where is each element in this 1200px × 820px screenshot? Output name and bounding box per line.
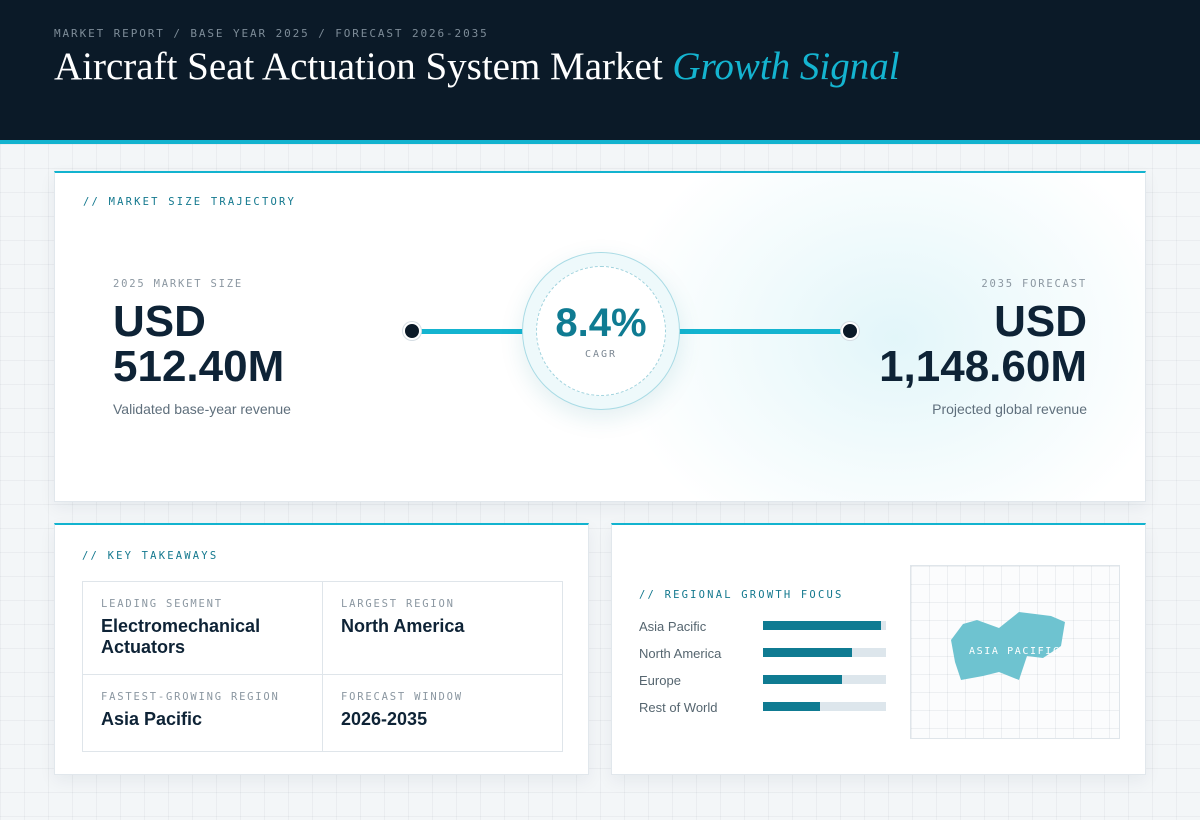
end-dot — [841, 322, 859, 340]
takeaway-value: North America — [341, 616, 465, 636]
key-takeaways-card: // KEY TAKEAWAYS LEADING SEGMENT Electro… — [54, 523, 589, 775]
cagr-value: 8.4% — [555, 301, 647, 345]
start-amount: 512.40M — [113, 342, 285, 391]
takeaway-largest-region: LARGEST REGION North America — [323, 582, 562, 675]
region-bar-fill — [763, 621, 882, 630]
end-value: USD 1,148.60M — [879, 299, 1087, 389]
region-bar-fill — [763, 675, 842, 684]
region-row: Europe — [639, 672, 889, 699]
trajectory-kicker: // MARKET SIZE TRAJECTORY — [83, 196, 297, 208]
takeaways-grid: LEADING SEGMENT Electromechanical Actuat… — [82, 581, 563, 752]
start-dot — [403, 322, 421, 340]
end-desc: Projected global revenue — [932, 401, 1087, 417]
background-glow — [615, 173, 1145, 501]
trajectory-line-left — [412, 329, 525, 334]
region-row: North America — [639, 645, 889, 672]
takeaways-kicker: // KEY TAKEAWAYS — [82, 550, 219, 562]
takeaway-label: LEADING SEGMENT — [101, 598, 223, 610]
takeaway-leading-segment: LEADING SEGMENT Electromechanical Actuat… — [83, 582, 323, 675]
end-amount: 1,148.60M — [879, 342, 1087, 391]
breadcrumb: MARKET REPORT / BASE YEAR 2025 / FORECAS… — [54, 27, 489, 40]
takeaway-value: 2026-2035 — [341, 709, 428, 729]
map-label: ASIA PACIFIC — [969, 646, 1061, 657]
title-highlight: Growth Signal — [672, 45, 900, 88]
region-bar-fill — [763, 648, 852, 657]
start-currency: USD — [113, 297, 206, 346]
start-value: USD 512.40M — [113, 299, 291, 389]
takeaway-label: FASTEST-GROWING REGION — [101, 691, 280, 703]
title-main: Aircraft Seat Actuation System Market — [54, 45, 663, 88]
takeaway-fastest-region: FASTEST-GROWING REGION Asia Pacific — [83, 675, 323, 751]
trajectory-line-right — [660, 329, 850, 334]
region-name: Europe — [639, 673, 681, 688]
end-value-block: 2035 FORECAST USD 1,148.60M Projected gl… — [879, 278, 1087, 417]
region-name: Asia Pacific — [639, 619, 707, 634]
start-value-block: 2025 MARKET SIZE USD 512.40M Validated b… — [113, 278, 291, 417]
region-bar-fill — [763, 702, 820, 711]
cagr-inner-ring: 8.4% CAGR — [536, 266, 666, 396]
regional-growth-card: // REGIONAL GROWTH FOCUS Asia Pacific No… — [611, 523, 1146, 775]
takeaway-value: Electromechanical Actuators — [101, 616, 261, 657]
region-bar-track — [763, 621, 886, 630]
region-bar-track — [763, 702, 886, 711]
region-name: Rest of World — [639, 700, 718, 715]
end-currency: USD — [994, 297, 1087, 346]
market-size-trajectory-card: // MARKET SIZE TRAJECTORY 2025 MARKET SI… — [54, 171, 1146, 502]
region-bar-list: Asia Pacific North America Europe Rest o… — [639, 618, 889, 726]
region-name: North America — [639, 646, 722, 661]
start-desc: Validated base-year revenue — [113, 401, 291, 417]
takeaway-forecast-window: FORECAST WINDOW 2026-2035 — [323, 675, 562, 751]
regional-kicker: // REGIONAL GROWTH FOCUS — [639, 589, 844, 601]
takeaway-value: Asia Pacific — [101, 709, 203, 729]
page-title: Aircraft Seat Actuation System Market Gr… — [54, 44, 900, 89]
region-bar-track — [763, 675, 886, 684]
cagr-label: CAGR — [584, 349, 618, 360]
end-label: 2035 FORECAST — [981, 278, 1087, 290]
region-bar-track — [763, 648, 886, 657]
takeaway-label: FORECAST WINDOW — [341, 691, 463, 703]
region-map: ASIA PACIFIC — [910, 565, 1120, 739]
region-row: Rest of World — [639, 699, 889, 726]
report-header: MARKET REPORT / BASE YEAR 2025 / FORECAS… — [0, 0, 1200, 144]
region-row: Asia Pacific — [639, 618, 889, 645]
start-label: 2025 MARKET SIZE — [113, 278, 243, 290]
asia-pacific-map-shape — [951, 612, 1065, 680]
cagr-badge: 8.4% CAGR — [522, 252, 680, 410]
takeaway-label: LARGEST REGION — [341, 598, 455, 610]
